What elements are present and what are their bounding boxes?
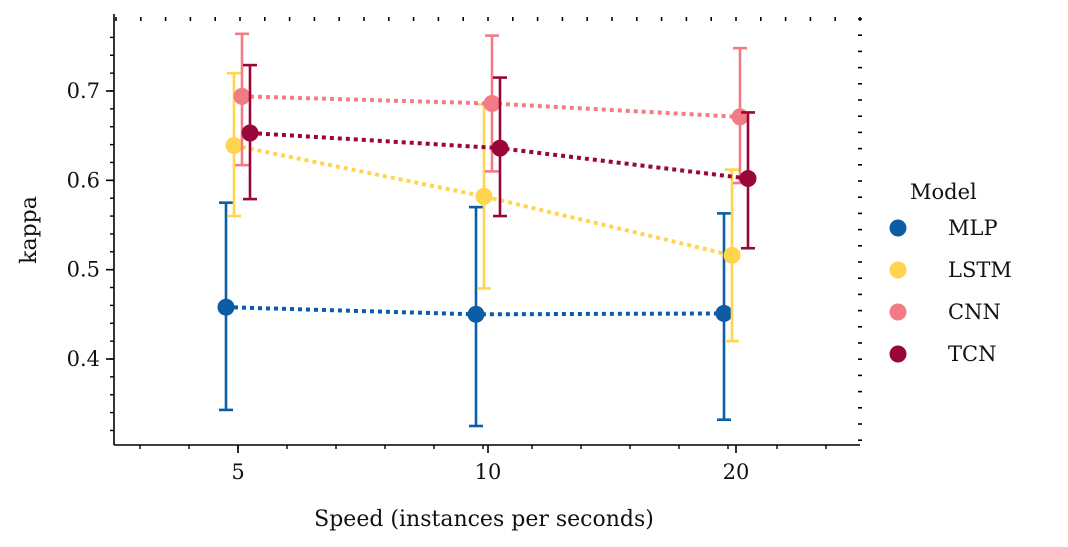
series-cnn — [233, 32, 749, 185]
x-axis-label: Speed (instances per seconds) — [314, 507, 654, 532]
y-tick-label: 0.4 — [67, 347, 100, 371]
legend-label-lstm: LSTM — [948, 258, 1012, 282]
data-point — [491, 139, 509, 157]
legend-marker-tcn — [889, 345, 907, 363]
legend-label-mlp: MLP — [948, 216, 998, 240]
legend-marker-mlp — [889, 219, 907, 237]
x-tick-label: 5 — [231, 460, 244, 484]
series-lstm — [225, 71, 741, 343]
y-tick-label: 0.7 — [67, 79, 100, 103]
legend: Model MLP LSTM CNN TCN — [889, 180, 1012, 366]
legend-label-cnn: CNN — [948, 300, 1001, 324]
trend-line — [233, 143, 733, 258]
axes: 0.4 0.5 0.6 0.7 5 10 20 — [67, 14, 862, 484]
y-axis-label: kappa — [17, 196, 42, 264]
data-point — [467, 305, 485, 323]
data-point — [715, 304, 733, 322]
series-tcn — [241, 63, 757, 250]
legend-marker-lstm — [889, 261, 907, 279]
series-mlp — [217, 201, 733, 428]
data-point — [723, 246, 741, 264]
data-point — [233, 87, 251, 105]
data-point — [731, 108, 749, 126]
data-point — [483, 95, 501, 113]
x-tick-label: 10 — [475, 460, 502, 484]
legend-marker-cnn — [889, 303, 907, 321]
y-tick-label: 0.5 — [67, 258, 100, 282]
plot-area — [217, 32, 757, 428]
legend-title: Model — [910, 180, 977, 204]
x-tick-label: 20 — [723, 460, 750, 484]
data-point — [225, 136, 243, 154]
y-tick-label: 0.6 — [67, 168, 100, 192]
data-point — [217, 298, 235, 316]
legend-label-tcn: TCN — [948, 342, 996, 366]
data-point — [739, 170, 757, 188]
data-point — [241, 124, 259, 142]
data-point — [475, 187, 493, 205]
